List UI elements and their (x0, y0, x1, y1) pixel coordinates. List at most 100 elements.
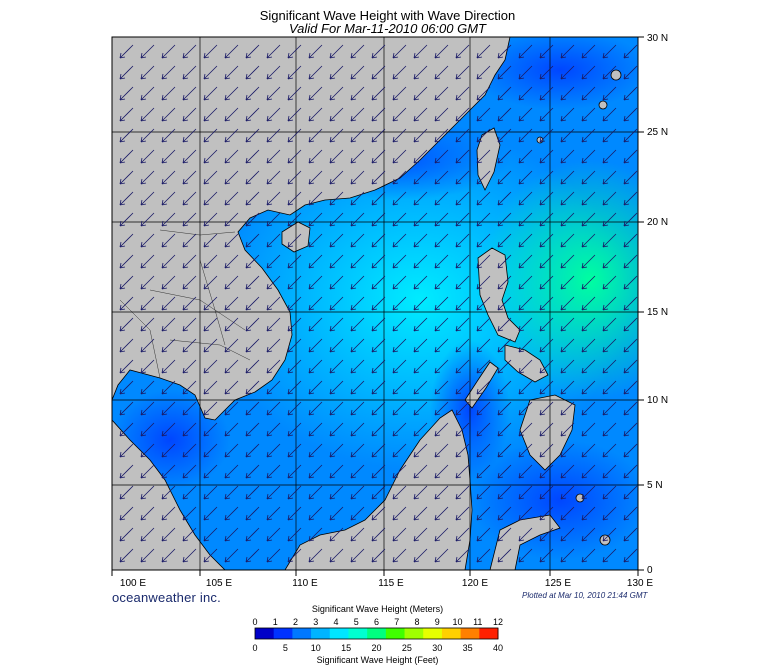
wave-arrow (245, 212, 260, 227)
wave-arrow (140, 128, 155, 143)
palawan (464, 361, 499, 409)
wave-arrow (287, 170, 302, 185)
wave-arrow (161, 506, 176, 521)
wave-arrow (140, 317, 155, 332)
wave-arrow (413, 170, 428, 185)
wave-arrow (161, 212, 176, 227)
wave-arrow (371, 191, 386, 206)
colorbar-meter-tick: 7 (394, 617, 399, 627)
wave-arrow (287, 275, 302, 290)
wave-arrow (266, 548, 281, 563)
wave-arrow (140, 254, 155, 269)
wave-arrow (224, 485, 239, 500)
wave-arrow (497, 422, 512, 437)
wave-arrow (539, 317, 554, 332)
wave-arrow (560, 149, 575, 164)
wave-arrow (245, 86, 260, 101)
wave-arrow (434, 296, 449, 311)
colorbar-cell (479, 628, 499, 639)
wave-arrow (287, 65, 302, 80)
wave-arrow (182, 86, 197, 101)
wave-arrow (497, 401, 512, 416)
wave-arrow (623, 485, 638, 500)
wave-arrow (245, 464, 260, 479)
wave-arrow (350, 275, 365, 290)
wave-arrow (119, 233, 134, 248)
wave-arrow (140, 149, 155, 164)
wave-arrow (560, 359, 575, 374)
wave-arrow (560, 170, 575, 185)
wave-arrow (266, 65, 281, 80)
wave-arrow (182, 506, 197, 521)
wave-arrow (245, 44, 260, 59)
wave-arrow (350, 296, 365, 311)
wave-arrow (518, 359, 533, 374)
wave-arrow (413, 233, 428, 248)
wave-arrow (560, 86, 575, 101)
wave-arrow (455, 86, 470, 101)
wave-arrow (329, 128, 344, 143)
wave-arrow (623, 422, 638, 437)
wave-arrow (287, 548, 302, 563)
wave-arrow (371, 485, 386, 500)
wave-arrow (623, 65, 638, 80)
wave-arrow (245, 317, 260, 332)
wave-arrow (329, 254, 344, 269)
map-subtitle: Valid For Mar-11-2010 06:00 GMT (288, 21, 486, 36)
wave-arrow (266, 527, 281, 542)
wave-arrow (245, 107, 260, 122)
wave-arrow (539, 359, 554, 374)
wave-arrow (497, 464, 512, 479)
wave-arrow (602, 338, 617, 353)
wave-arrow (140, 443, 155, 458)
wave-arrow (476, 128, 491, 143)
lon-label: 115 E (378, 578, 404, 589)
wave-arrow (560, 422, 575, 437)
wave-arrow (497, 527, 512, 542)
wave-arrow (476, 275, 491, 290)
wave-arrow (476, 527, 491, 542)
wave-arrow (581, 44, 596, 59)
wave-arrow (518, 86, 533, 101)
wave-arrow (581, 128, 596, 143)
plotted-timestamp: Plotted at Mar 10, 2010 21:44 GMT (522, 591, 648, 600)
colorbar-meter-tick: 9 (435, 617, 440, 627)
wave-arrow (539, 548, 554, 563)
wave-arrow (161, 380, 176, 395)
wave-arrow (119, 548, 134, 563)
wave-arrow (392, 338, 407, 353)
wave-arrow (476, 464, 491, 479)
wave-arrow (392, 191, 407, 206)
wave-arrow (581, 65, 596, 80)
wave-arrow (308, 107, 323, 122)
wave-arrow (161, 296, 176, 311)
wave-arrow (476, 506, 491, 521)
wave-arrow (581, 527, 596, 542)
lat-label: 25 N (647, 127, 668, 138)
wave-arrow (476, 149, 491, 164)
wave-arrow (392, 464, 407, 479)
wave-arrow (476, 548, 491, 563)
wave-arrow (266, 338, 281, 353)
wave-arrow (518, 107, 533, 122)
wave-arrow (161, 338, 176, 353)
wave-arrow (371, 338, 386, 353)
colorbar-feet-tick: 15 (341, 643, 351, 653)
wave-arrow (455, 527, 470, 542)
wave-arrow (623, 149, 638, 164)
wave-arrow (308, 191, 323, 206)
wave-arrow (329, 548, 344, 563)
wave-arrow (497, 380, 512, 395)
wave-arrow (602, 506, 617, 521)
wave-arrow (266, 401, 281, 416)
wave-arrow (161, 65, 176, 80)
wave-arrow (413, 422, 428, 437)
wave-arrow (476, 44, 491, 59)
wave-arrow (476, 317, 491, 332)
wave-arrow (329, 86, 344, 101)
wave-arrow (119, 422, 134, 437)
wave-arrow (539, 44, 554, 59)
wave-arrow (497, 359, 512, 374)
wave-arrow (455, 380, 470, 395)
wave-arrow (476, 254, 491, 269)
